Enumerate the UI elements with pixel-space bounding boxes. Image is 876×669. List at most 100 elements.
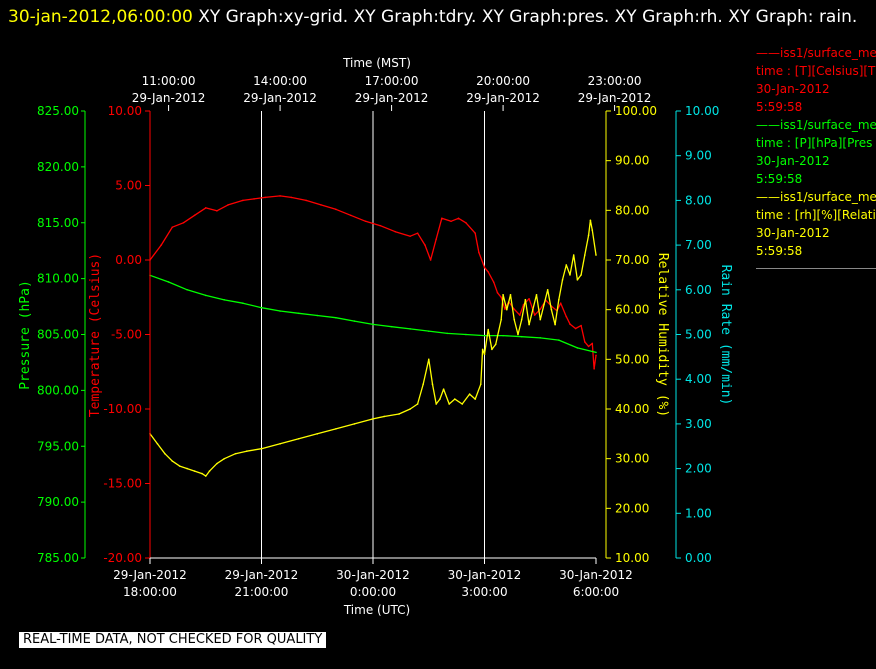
- temperature-data-point: [320, 204, 322, 206]
- rh-data-point: [569, 274, 571, 276]
- rh-data-point: [532, 308, 534, 311]
- pressure-data-point: [446, 332, 449, 335]
- temperature-axis-label: Temperature (Celsius): [88, 253, 103, 417]
- pressure-data-point: [353, 320, 356, 322]
- pressure-data-point: [539, 337, 542, 339]
- rh-data-point: [468, 393, 471, 395]
- temperature-data-point: [539, 308, 542, 310]
- rh-data-point: [509, 293, 512, 296]
- pressure-data-point: [372, 323, 374, 326]
- rain-tick-label: 8.00: [685, 193, 712, 207]
- rh-data-point: [535, 293, 538, 296]
- rh-data-point: [297, 438, 300, 440]
- pressure-data-point: [465, 333, 467, 336]
- rain-tick-label: 10.00: [685, 104, 719, 118]
- rh-tick-label: 90.00: [615, 154, 649, 168]
- rh-data-point: [487, 328, 490, 331]
- rain-tick-label: 5.00: [685, 328, 712, 342]
- rh-data-point: [576, 279, 579, 281]
- rain-tick-label: 9.00: [685, 149, 712, 163]
- rh-data-point: [353, 423, 356, 425]
- temperature-tick-label: -5.00: [111, 328, 142, 342]
- temperature-tick-label: 5.00: [115, 179, 142, 193]
- temperature-data-point: [364, 220, 367, 223]
- temperature-data-point: [580, 324, 582, 327]
- temperature-data-point: [242, 199, 244, 202]
- pressure-data-point: [427, 330, 430, 332]
- utc-tick-date: 30-Jan-2012: [336, 568, 410, 582]
- rh-data-point: [502, 293, 504, 296]
- pressure-data-point: [297, 312, 300, 315]
- temperature-tick-label: 0.00: [115, 253, 142, 267]
- temperature-data-point: [429, 259, 432, 261]
- rh-data-point: [223, 457, 226, 460]
- utc-tick-time: 21:00:00: [235, 585, 289, 599]
- header-title: 30-jan-2012,06:00:00 XY Graph:xy-grid. X…: [8, 2, 858, 32]
- temperature-data-point: [500, 296, 503, 299]
- pressure-data-point: [279, 310, 281, 312]
- temperature-tick-label: -20.00: [103, 551, 142, 565]
- pressure-data-point: [335, 316, 337, 319]
- pressure-data-point: [223, 299, 226, 301]
- rh-data-point: [558, 298, 560, 301]
- rh-data-point: [539, 318, 542, 321]
- rh-series-line: [149, 219, 597, 477]
- temperature-data-point: [279, 195, 281, 197]
- pressure-tick-label: 815.00: [37, 216, 79, 230]
- utc-tick-date: 30-Jan-2012: [559, 568, 633, 582]
- legend: ——iss1/surface_me time : [T][Celsius][T 30…: [756, 44, 876, 269]
- temperature-data-point: [349, 214, 352, 217]
- pressure-tick-label: 800.00: [37, 383, 79, 397]
- temperature-data-point: [450, 220, 452, 223]
- rh-data-point: [178, 465, 181, 467]
- mst-tick-date: 29-Jan-2012: [132, 91, 206, 105]
- rh-data-point: [584, 254, 586, 256]
- temperature-data-point: [565, 315, 568, 318]
- rh-data-point: [546, 289, 549, 291]
- temperature-data-point: [416, 232, 419, 234]
- rh-data-point: [260, 447, 263, 450]
- rh-data-point: [565, 264, 568, 266]
- rain-tick-label: 2.00: [685, 462, 712, 476]
- legend-name: ——iss1/surface_me: [756, 190, 876, 204]
- rh-data-point: [494, 343, 497, 346]
- rh-data-point: [335, 428, 337, 430]
- rh-data-point: [491, 348, 493, 351]
- rh-data-point: [572, 254, 575, 256]
- pressure-tick-label: 810.00: [37, 272, 79, 286]
- pressure-data-point: [186, 289, 188, 291]
- temperature-data-point: [513, 308, 516, 310]
- rh-data-point: [500, 318, 503, 321]
- pressure-data-point: [242, 302, 244, 305]
- legend-date: 30-Jan-2012: [756, 226, 830, 240]
- rh-data-point: [439, 398, 441, 400]
- legend-units: time : [rh][%][Relati: [756, 208, 876, 222]
- pressure-data-point: [204, 294, 207, 297]
- temperature-data-point: [591, 342, 594, 345]
- rh-data-point: [372, 418, 374, 420]
- rain-tick-label: 1.00: [685, 506, 712, 520]
- rh-data-point: [543, 303, 545, 306]
- rh-data-point: [201, 472, 203, 475]
- rh-data-point: [427, 358, 430, 361]
- pressure-data-point: [483, 334, 486, 337]
- rh-data-point: [216, 462, 218, 465]
- rh-tick-label: 40.00: [615, 402, 649, 416]
- rh-data-point: [524, 298, 527, 301]
- rh-data-point: [409, 408, 411, 410]
- header-graph-list: XY Graph:xy-grid. XY Graph:tdry. XY Grap…: [198, 7, 858, 27]
- rh-data-point: [398, 413, 400, 415]
- rain-tick-label: 4.00: [685, 372, 712, 386]
- utc-axis-label: Time (UTC): [343, 603, 410, 617]
- rh-data-point: [461, 403, 464, 405]
- pressure-data-point: [520, 335, 523, 338]
- rain-tick-label: 0.00: [685, 551, 712, 565]
- temperature-data-point: [559, 302, 562, 305]
- temperature-data-point: [160, 244, 162, 246]
- pressure-data-point: [558, 339, 560, 341]
- temperature-tick-label: -15.00: [103, 477, 142, 491]
- rh-tick-label: 100.00: [615, 104, 657, 118]
- temperature-data-point: [519, 314, 521, 316]
- temperature-data-point: [487, 271, 490, 273]
